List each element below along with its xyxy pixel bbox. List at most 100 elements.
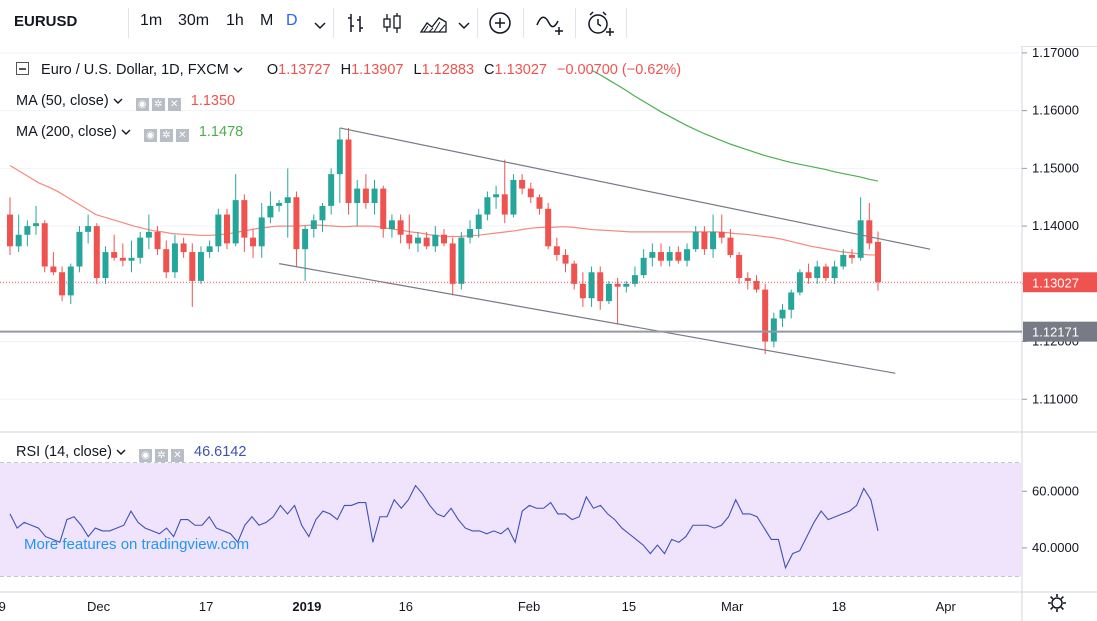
interval-30m-button[interactable]: 30m bbox=[178, 12, 210, 29]
visibility-eye-icon[interactable]: ◉ bbox=[135, 98, 149, 111]
rsi-layer bbox=[9, 484, 879, 570]
chart-canvas[interactable]: 1.170001.160001.150001.140001.130001.120… bbox=[0, 46, 1097, 621]
ma50-value: 1.1350 bbox=[190, 93, 236, 109]
drawings-layer[interactable] bbox=[0, 127, 1022, 374]
interval-monthly-button[interactable]: M bbox=[260, 12, 274, 29]
candle-down bbox=[501, 194, 508, 215]
toolbar-divider bbox=[333, 8, 334, 38]
interval-1m-button[interactable]: 1m bbox=[140, 12, 163, 29]
add-indicator-icon[interactable] bbox=[488, 11, 512, 40]
candle-down bbox=[762, 289, 769, 342]
time-tick-label: 16 bbox=[399, 599, 413, 614]
series-title[interactable]: Euro / U.S. Dollar, 1D, FXCM bbox=[41, 62, 229, 78]
ma200-chevron-down-icon[interactable] bbox=[121, 124, 131, 140]
candle-up bbox=[510, 179, 517, 215]
candle-down bbox=[189, 252, 196, 281]
candle-up bbox=[493, 194, 500, 198]
collapse-icon[interactable] bbox=[16, 62, 29, 75]
low-label: L bbox=[413, 62, 422, 78]
candle-down bbox=[848, 254, 855, 258]
candle-down bbox=[527, 188, 534, 198]
rsi-tick-label: 60.0000 bbox=[1032, 483, 1079, 498]
candle-down bbox=[562, 254, 569, 264]
candle-up bbox=[215, 214, 222, 247]
candle-up bbox=[692, 231, 699, 250]
candle-down bbox=[41, 223, 48, 267]
toolbar-divider bbox=[626, 8, 627, 38]
series-chevron-down-icon[interactable] bbox=[233, 62, 247, 78]
candle-down bbox=[614, 283, 621, 287]
candle-up bbox=[631, 275, 638, 284]
area-icon[interactable] bbox=[419, 12, 448, 39]
candle-down bbox=[822, 266, 829, 279]
main-legend: Euro / U.S. Dollar, 1D, FXCM O1.13727 H1… bbox=[16, 62, 681, 78]
last-price-badge-label: 1.13027 bbox=[1032, 275, 1079, 290]
promo-link[interactable]: More features on tradingview.com bbox=[24, 536, 250, 553]
rsi-band bbox=[0, 462, 1022, 577]
settings-gear-icon[interactable]: ✲ bbox=[159, 129, 173, 142]
candle-up bbox=[15, 234, 22, 247]
candle-down bbox=[293, 197, 300, 250]
alert-icon[interactable] bbox=[585, 10, 615, 43]
candle-up bbox=[640, 257, 647, 276]
candle-down bbox=[423, 237, 430, 247]
candle-down bbox=[250, 237, 257, 247]
candle-up bbox=[710, 231, 717, 250]
chart-style-chevron-down-icon[interactable] bbox=[458, 17, 470, 35]
ma50-chevron-down-icon[interactable] bbox=[113, 93, 123, 109]
candle-down bbox=[93, 226, 100, 279]
visibility-eye-icon[interactable]: ◉ bbox=[143, 129, 157, 142]
time-tick-label: 15 bbox=[622, 599, 636, 614]
candles-icon[interactable] bbox=[381, 12, 405, 39]
time-axis[interactable]: 9 Dec 17 2019 16 Feb 15 Mar 18 Apr bbox=[0, 599, 956, 614]
candle-up bbox=[371, 188, 378, 204]
interval-dropdown-chevron-down-icon[interactable] bbox=[314, 17, 326, 35]
remove-close-icon[interactable]: ✕ bbox=[175, 129, 189, 142]
settings-gear-icon[interactable]: ✲ bbox=[151, 98, 165, 111]
candles-layer bbox=[7, 127, 881, 355]
candle-down bbox=[362, 188, 369, 204]
candle-down bbox=[59, 272, 66, 296]
price-tick-label: 1.15000 bbox=[1032, 160, 1079, 175]
candle-down bbox=[675, 252, 682, 261]
ma200-value: 1.1478 bbox=[198, 124, 244, 140]
candle-up bbox=[137, 237, 144, 258]
candle-up bbox=[258, 217, 265, 247]
visibility-eye-icon[interactable]: ◉ bbox=[138, 449, 152, 462]
ma50-label[interactable]: MA (50, close) bbox=[16, 93, 109, 109]
candle-up bbox=[354, 188, 361, 204]
interval-1h-button[interactable]: 1h bbox=[226, 12, 244, 29]
candle-up bbox=[171, 243, 178, 273]
price-axis[interactable]: 1.170001.160001.150001.140001.130001.120… bbox=[1022, 46, 1079, 406]
remove-close-icon[interactable]: ✕ bbox=[170, 449, 184, 462]
time-tick-label: 18 bbox=[832, 599, 846, 614]
candle-down bbox=[727, 237, 734, 255]
rsi-label[interactable]: RSI (14, close) bbox=[16, 444, 112, 460]
rsi-chevron-down-icon[interactable] bbox=[116, 444, 126, 460]
interval-daily-button[interactable]: D bbox=[286, 12, 298, 29]
channel-upper-line bbox=[339, 127, 931, 250]
candle-up bbox=[24, 226, 31, 235]
candle-up bbox=[276, 203, 283, 206]
bar-style-icon[interactable] bbox=[345, 12, 369, 39]
ma200-label[interactable]: MA (200, close) bbox=[16, 124, 117, 140]
settings-gear-icon[interactable]: ✲ bbox=[154, 449, 168, 462]
candle-up bbox=[319, 205, 326, 221]
candle-down bbox=[441, 234, 447, 244]
candle-up bbox=[788, 292, 795, 310]
candle-down bbox=[154, 231, 161, 250]
ma50-legend: MA (50, close) ◉ ✲ ✕ 1.1350 bbox=[16, 93, 235, 111]
symbol-search-button[interactable]: EURUSD bbox=[14, 13, 78, 30]
candle-up bbox=[128, 257, 135, 261]
compare-icon[interactable] bbox=[535, 11, 565, 42]
candle-down bbox=[571, 263, 578, 284]
candle-up bbox=[328, 174, 335, 206]
candle-down bbox=[866, 220, 873, 244]
candle-down bbox=[579, 283, 586, 299]
candle-up bbox=[796, 272, 803, 293]
settings-gear-icon[interactable] bbox=[1048, 594, 1066, 612]
candle-up bbox=[623, 283, 630, 287]
ma200-layer bbox=[591, 69, 879, 182]
remove-close-icon[interactable]: ✕ bbox=[167, 98, 181, 111]
candle-down bbox=[241, 200, 248, 238]
